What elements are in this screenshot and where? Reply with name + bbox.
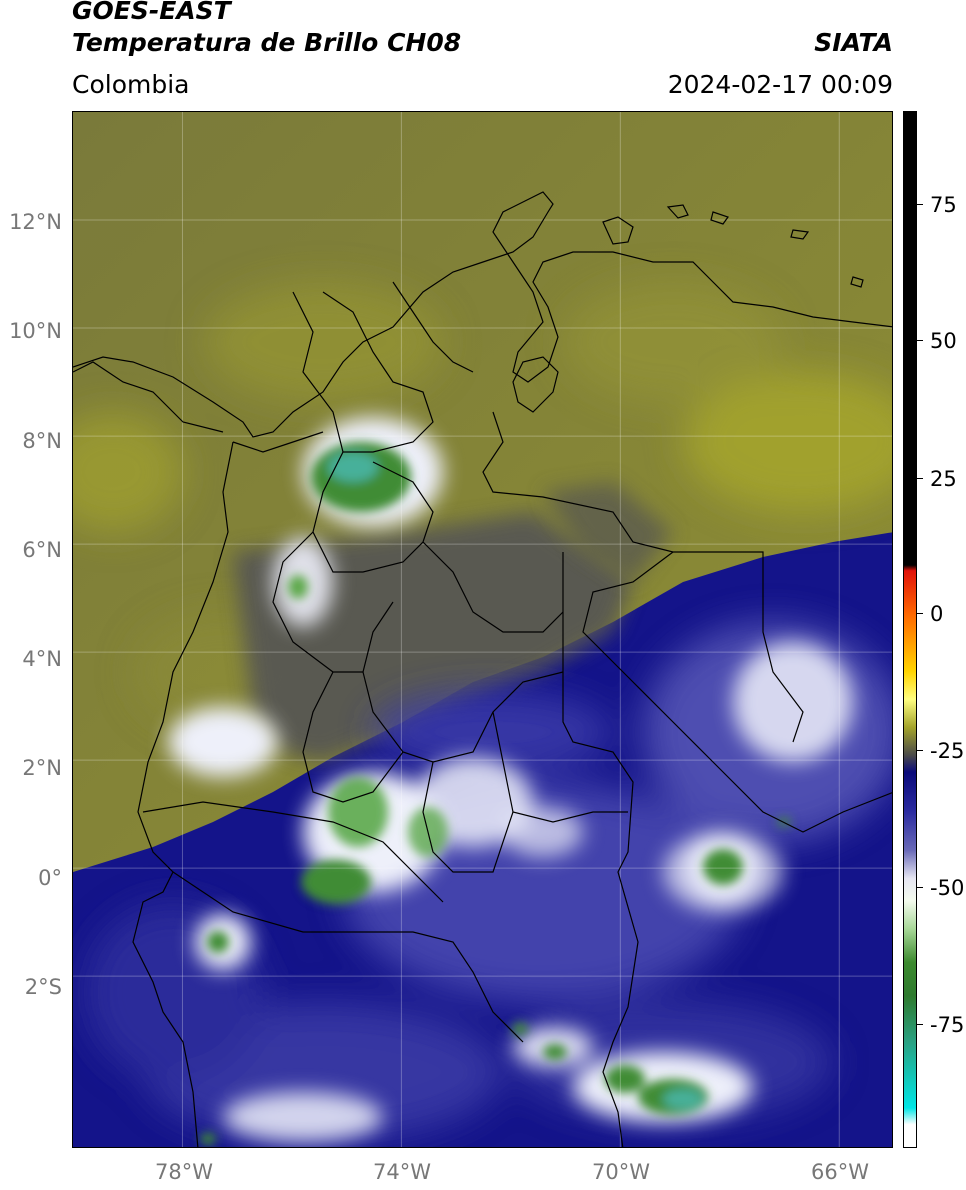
colorbar-tick-label: 50 xyxy=(930,329,957,353)
colorbar xyxy=(903,111,917,1148)
satellite-map xyxy=(72,111,893,1148)
colorbar-tick xyxy=(917,613,923,614)
lon-label: 74°W xyxy=(373,1160,431,1184)
colorbar-tick-label: -25 xyxy=(930,739,965,763)
colorbar-tick xyxy=(917,478,923,479)
colorbar-tick-label: 0 xyxy=(930,602,944,626)
lat-label: 0° xyxy=(38,866,62,890)
satellite-map-canvas xyxy=(73,112,892,1147)
gray-band xyxy=(233,512,633,762)
lat-label: 2°N xyxy=(22,756,62,780)
lon-label: 78°W xyxy=(155,1160,213,1184)
region-label: Colombia xyxy=(72,70,190,99)
lat-label: 10°N xyxy=(9,319,62,343)
colorbar-tick-label: -50 xyxy=(930,876,965,900)
colorbar-tick xyxy=(917,1024,923,1025)
colorbar-tick-label: 75 xyxy=(930,193,957,217)
colorbar-tick xyxy=(917,750,923,751)
map-gridlines xyxy=(73,112,892,1147)
lon-label: 70°W xyxy=(592,1160,650,1184)
coastlines-borders xyxy=(73,191,892,1147)
title-satellite: GOES-EAST xyxy=(72,0,231,25)
lat-label: 8°N xyxy=(22,429,62,453)
colorbar-tick xyxy=(917,887,923,888)
timestamp-label: 2024-02-17 00:09 xyxy=(667,70,893,99)
cold-cloud-tops xyxy=(200,442,791,1145)
colorbar-tick-label: -75 xyxy=(930,1013,965,1037)
lon-label: 66°W xyxy=(811,1160,869,1184)
lat-label: 6°N xyxy=(22,538,62,562)
colorbar-tick xyxy=(917,204,923,205)
title-product: Temperatura de Brillo CH08 xyxy=(72,28,462,57)
colorbar-tick-label: 25 xyxy=(930,467,957,491)
colorbar-tick xyxy=(917,340,923,341)
lat-label: 12°N xyxy=(9,210,62,234)
title-agency: SIATA xyxy=(814,28,893,57)
lat-label: 4°N xyxy=(22,647,62,671)
lat-label: 2°S xyxy=(24,975,62,999)
